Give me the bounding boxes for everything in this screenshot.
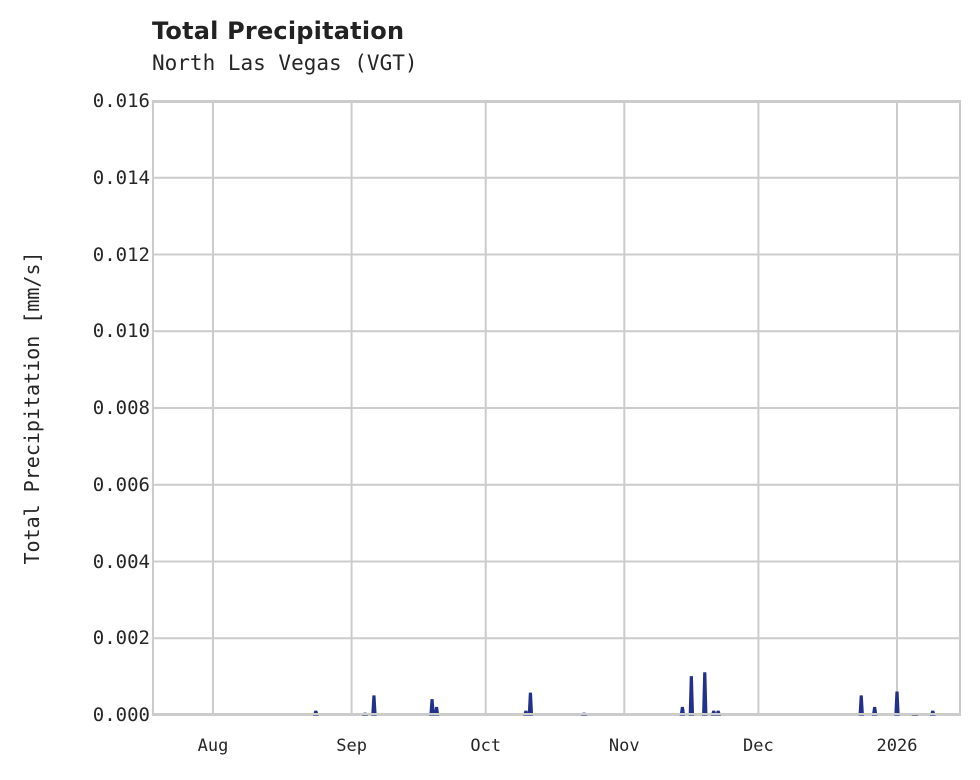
x-tick-label: Aug — [197, 736, 229, 756]
precip-spike — [858, 695, 864, 716]
y-tick-label: 0.000 — [92, 704, 150, 726]
y-tick-label: 0.012 — [92, 243, 150, 266]
precip-spike — [688, 676, 695, 716]
chart-subtitle: North Las Vegas (VGT) — [152, 51, 418, 75]
precip-spike — [894, 691, 900, 716]
chart-title: Total Precipitation — [152, 17, 405, 45]
y-tick-label: 0.010 — [92, 320, 150, 343]
precip-spike — [371, 695, 377, 716]
x-tick-label: Oct — [470, 736, 502, 756]
x-tick-label: Sep — [336, 736, 367, 756]
x-tick-label: Dec — [743, 736, 774, 756]
precip-spike — [527, 692, 534, 716]
y-tick-label: 0.016 — [92, 90, 150, 112]
x-tick-label: 2026 — [876, 736, 918, 756]
y-tick-label: 0.008 — [92, 397, 150, 419]
y-tick-label: 0.006 — [92, 473, 150, 496]
x-tick-label: Nov — [608, 736, 640, 756]
precip-spike — [702, 672, 708, 716]
y-tick-label: 0.004 — [92, 550, 150, 573]
precipitation-series — [312, 672, 936, 716]
y-tick-label: 0.014 — [92, 166, 150, 189]
precip-spike — [429, 699, 435, 716]
plot-frame — [152, 101, 961, 715]
y-tick-label: 0.002 — [92, 627, 150, 650]
